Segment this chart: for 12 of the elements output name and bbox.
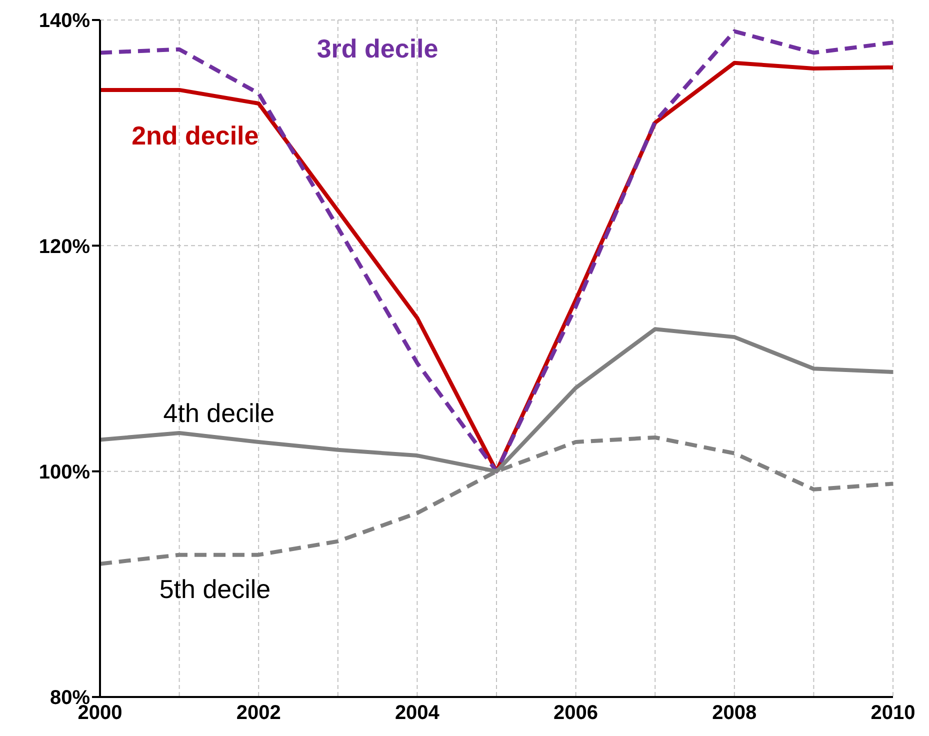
text: 3rd decile: [316, 33, 438, 64]
x-tick-label: 2006: [554, 702, 598, 724]
y-tick-label: 120%: [38, 236, 90, 258]
series-label: 4th decile: [163, 398, 275, 428]
y-tick-label: 140%: [38, 10, 90, 32]
x-tick-label: 2008: [712, 702, 757, 724]
x-tick-label: 2004: [394, 702, 440, 724]
x-tick-label: 2002: [236, 702, 281, 724]
x-tick-label: 2010: [870, 702, 916, 724]
y-tick-label: 100%: [38, 461, 90, 484]
series-label: 2nd decile: [132, 120, 259, 150]
series-label: 5th decile: [159, 574, 271, 604]
